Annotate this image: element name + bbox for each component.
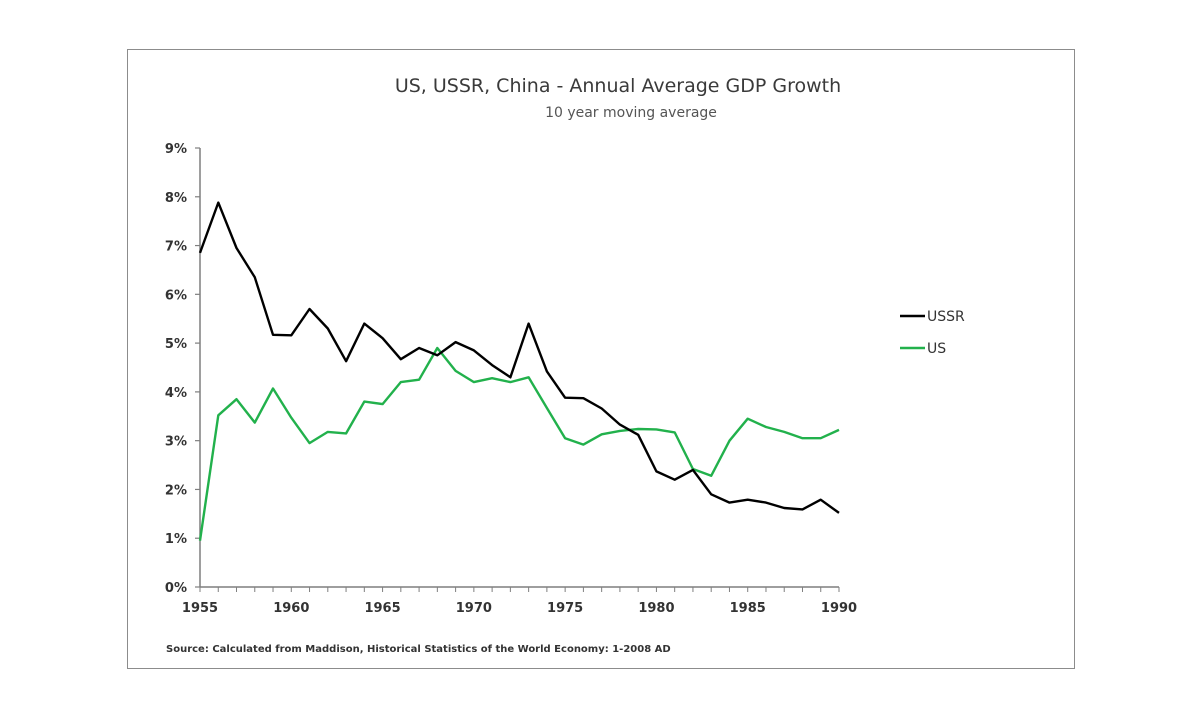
plot-area: 0% 1% 2% 3% 4% 5% 6% 7% 8% 9% 1955 1960 1965 1970 197…: [165, 142, 857, 616]
y-tick-label: 4%: [165, 386, 187, 401]
series-lines: [198, 201, 840, 541]
chart-subtitle: 10 year moving average: [545, 105, 717, 121]
y-tick-label: 3%: [165, 435, 187, 450]
x-axis-ticks: 1955 1960 1965 1970 1975 1980 1985 1990: [182, 587, 857, 616]
series-line-us: [198, 346, 840, 541]
y-tick-label: 7%: [165, 240, 187, 255]
legend-label-us: US: [927, 341, 946, 357]
series-line-ussr: [198, 201, 840, 514]
y-tick-label: 2%: [165, 483, 187, 498]
y-tick-label: 1%: [165, 532, 187, 547]
axes: [199, 148, 839, 588]
legend: USSR US: [900, 309, 965, 357]
y-tick-label: 5%: [165, 337, 187, 352]
y-axis-ticks: 0% 1% 2% 3% 4% 5% 6% 7% 8% 9%: [165, 142, 200, 596]
x-tick-label: 1985: [730, 601, 766, 616]
legend-label-ussr: USSR: [927, 309, 965, 325]
x-tick-label: 1960: [273, 601, 309, 616]
source-note: Source: Calculated from Maddison, Histor…: [166, 644, 671, 655]
x-tick-label: 1990: [821, 601, 857, 616]
x-tick-label: 1975: [547, 601, 583, 616]
chart-title: US, USSR, China - Annual Average GDP Gro…: [395, 75, 841, 97]
y-tick-label: 0%: [165, 581, 187, 596]
y-tick-label: 8%: [165, 191, 187, 206]
chart-frame: US, USSR, China - Annual Average GDP Gro…: [127, 49, 1075, 669]
y-tick-label: 6%: [165, 288, 187, 303]
x-tick-label: 1965: [364, 601, 400, 616]
x-tick-label: 1955: [182, 601, 218, 616]
x-tick-label: 1980: [638, 601, 674, 616]
x-tick-label: 1970: [456, 601, 492, 616]
line-chart: US, USSR, China - Annual Average GDP Gro…: [165, 75, 965, 655]
y-tick-label: 9%: [165, 142, 187, 157]
